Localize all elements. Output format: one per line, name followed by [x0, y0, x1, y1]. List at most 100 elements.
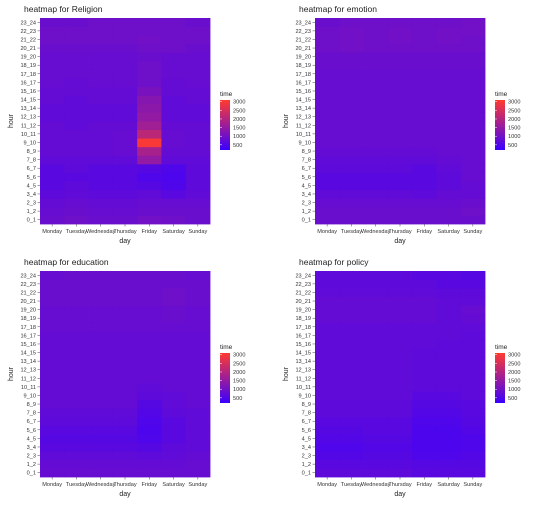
y-tick-label: 8_9	[27, 149, 36, 155]
heatmap-cell-wednesday-15-16	[363, 339, 389, 349]
heatmap-cell-monday-5-6	[315, 172, 340, 182]
heatmap-cell-monday-21-22	[40, 35, 65, 45]
heatmap-cell-monday-23-24	[40, 271, 65, 280]
heatmap-cell-tuesday-0-1	[64, 468, 89, 478]
heatmap-cell-wednesday-16-17	[363, 331, 389, 341]
heatmap-cell-sunday-0-1	[460, 215, 486, 225]
heatmap-cell-saturday-19-20	[436, 305, 462, 315]
heatmap-cell-sunday-0-1	[185, 215, 211, 225]
heatmap-cell-tuesday-1-2	[339, 206, 364, 216]
heatmap-cell-friday-22-23	[412, 26, 437, 36]
y-tick-label: 21_22	[20, 37, 36, 43]
legend-tick-label: 3000	[508, 100, 520, 106]
heatmap-cell-thursday-11-12	[387, 121, 413, 130]
heatmap-cell-saturday-19-20	[161, 305, 187, 315]
legend-tick-label: 2500	[508, 108, 520, 114]
heatmap-cell-sunday-8-9	[460, 146, 486, 156]
heatmap-cell-tuesday-7-8	[339, 155, 364, 165]
heatmap-cell-saturday-5-6	[161, 425, 187, 435]
heatmap-cell-sunday-19-20	[185, 52, 211, 62]
heatmap-cell-tuesday-21-22	[64, 288, 89, 298]
heatmap-cell-tuesday-1-2	[64, 206, 89, 216]
heatmap-cell-tuesday-3-4	[64, 189, 89, 199]
y-tick-label: 7_8	[27, 158, 36, 164]
heatmap-cell-monday-7-8	[40, 408, 65, 418]
heatmap-cell-monday-6-7	[315, 163, 340, 173]
heatmap-cell-monday-3-4	[40, 189, 65, 199]
heatmap-cell-friday-4-5	[412, 434, 437, 444]
heatmap-cell-thursday-6-7	[112, 416, 138, 426]
heatmap-cell-monday-15-16	[315, 86, 340, 96]
heatmap-cell-monday-20-21	[40, 296, 65, 306]
heatmap-cell-wednesday-22-23	[88, 279, 114, 289]
heatmap-cell-monday-5-6	[315, 425, 340, 435]
heatmap-cell-wednesday-15-16	[88, 86, 114, 96]
heatmap-cell-wednesday-0-1	[88, 215, 114, 225]
heatmap-cell-thursday-2-3	[387, 451, 413, 461]
heatmap-cell-wednesday-4-5	[88, 181, 114, 191]
heatmap-cell-wednesday-6-7	[363, 416, 389, 426]
x-tick-label: Wednesday	[361, 229, 391, 235]
heatmap-cell-wednesday-9-10	[363, 138, 389, 148]
heatmap-cell-tuesday-22-23	[339, 26, 364, 36]
heatmap-cell-thursday-22-23	[387, 279, 413, 289]
heatmap-cell-wednesday-4-5	[88, 434, 114, 444]
heatmap-cell-wednesday-6-7	[88, 163, 114, 173]
x-tick-label: Wednesday	[361, 482, 391, 488]
y-tick-label: 15_16	[295, 342, 311, 348]
heatmap-cell-tuesday-0-1	[339, 468, 364, 478]
heatmap-cell-saturday-17-18	[161, 69, 187, 79]
x-tick-label: Sunday	[463, 482, 482, 488]
legend-title: time	[220, 344, 233, 351]
heatmap-cell-wednesday-23-24	[88, 271, 114, 280]
y-tick-label: 23_24	[20, 273, 36, 279]
heatmap-cell-saturday-7-8	[436, 408, 462, 418]
heatmap-cell-saturday-20-21	[436, 296, 462, 306]
heatmap-cell-wednesday-21-22	[363, 35, 389, 45]
legend-title: time	[220, 91, 233, 98]
heatmap-cell-friday-16-17	[137, 331, 162, 341]
heatmap-cell-tuesday-10-11	[339, 129, 364, 139]
heatmap-cell-sunday-20-21	[185, 43, 211, 53]
heatmap-cell-monday-6-7	[40, 416, 65, 426]
y-tick-label: 21_22	[295, 37, 311, 43]
y-tick-label: 9_10	[299, 140, 311, 146]
heatmap-cell-saturday-20-21	[161, 296, 187, 306]
x-tick-label: Saturday	[162, 229, 185, 235]
y-tick-label: 12_13	[295, 368, 311, 374]
heatmap-cell-sunday-5-6	[185, 172, 211, 182]
heatmap-cell-friday-18-19	[137, 60, 162, 70]
heatmap-cell-wednesday-4-5	[363, 181, 389, 191]
heatmap-cell-monday-18-19	[315, 60, 340, 70]
heatmap-cell-monday-5-6	[40, 425, 65, 435]
heatmap-cell-friday-20-21	[412, 43, 437, 53]
y-axis-label: hour	[283, 113, 290, 128]
heatmap-cell-monday-23-24	[315, 18, 340, 27]
heatmap-cell-wednesday-5-6	[363, 425, 389, 435]
heatmap-cell-tuesday-6-7	[64, 416, 89, 426]
heatmap-cell-thursday-16-17	[112, 78, 138, 88]
heatmap-cell-thursday-17-18	[387, 69, 413, 79]
heatmap-cell-sunday-19-20	[460, 52, 486, 62]
heatmap-cell-tuesday-18-19	[64, 313, 89, 323]
heatmap-cell-friday-12-13	[412, 365, 437, 375]
y-tick-label: 14_15	[295, 98, 311, 104]
heatmap-cell-sunday-7-8	[185, 155, 211, 165]
heatmap-cell-sunday-19-20	[185, 305, 211, 315]
heatmap-cell-sunday-14-15	[185, 95, 211, 105]
heatmap-cell-friday-6-7	[412, 163, 437, 173]
y-tick-label: 5_6	[302, 428, 311, 434]
heatmap-cell-sunday-11-12	[460, 374, 486, 383]
heatmap-cell-tuesday-10-11	[64, 382, 89, 392]
heatmap-cell-monday-16-17	[315, 331, 340, 341]
heatmap-cell-monday-20-21	[315, 43, 340, 53]
heatmap-cell-thursday-14-15	[112, 95, 138, 105]
heatmap-cell-monday-11-12	[40, 374, 65, 383]
heatmap-cell-thursday-4-5	[387, 434, 413, 444]
y-tick-label: 16_17	[295, 80, 311, 86]
heatmap-cell-saturday-9-10	[436, 391, 462, 401]
heatmap-cell-monday-12-13	[315, 112, 340, 122]
heatmap-cell-friday-2-3	[412, 198, 437, 208]
heatmap-cell-saturday-13-14	[161, 103, 187, 113]
heatmap-cell-monday-1-2	[315, 459, 340, 469]
